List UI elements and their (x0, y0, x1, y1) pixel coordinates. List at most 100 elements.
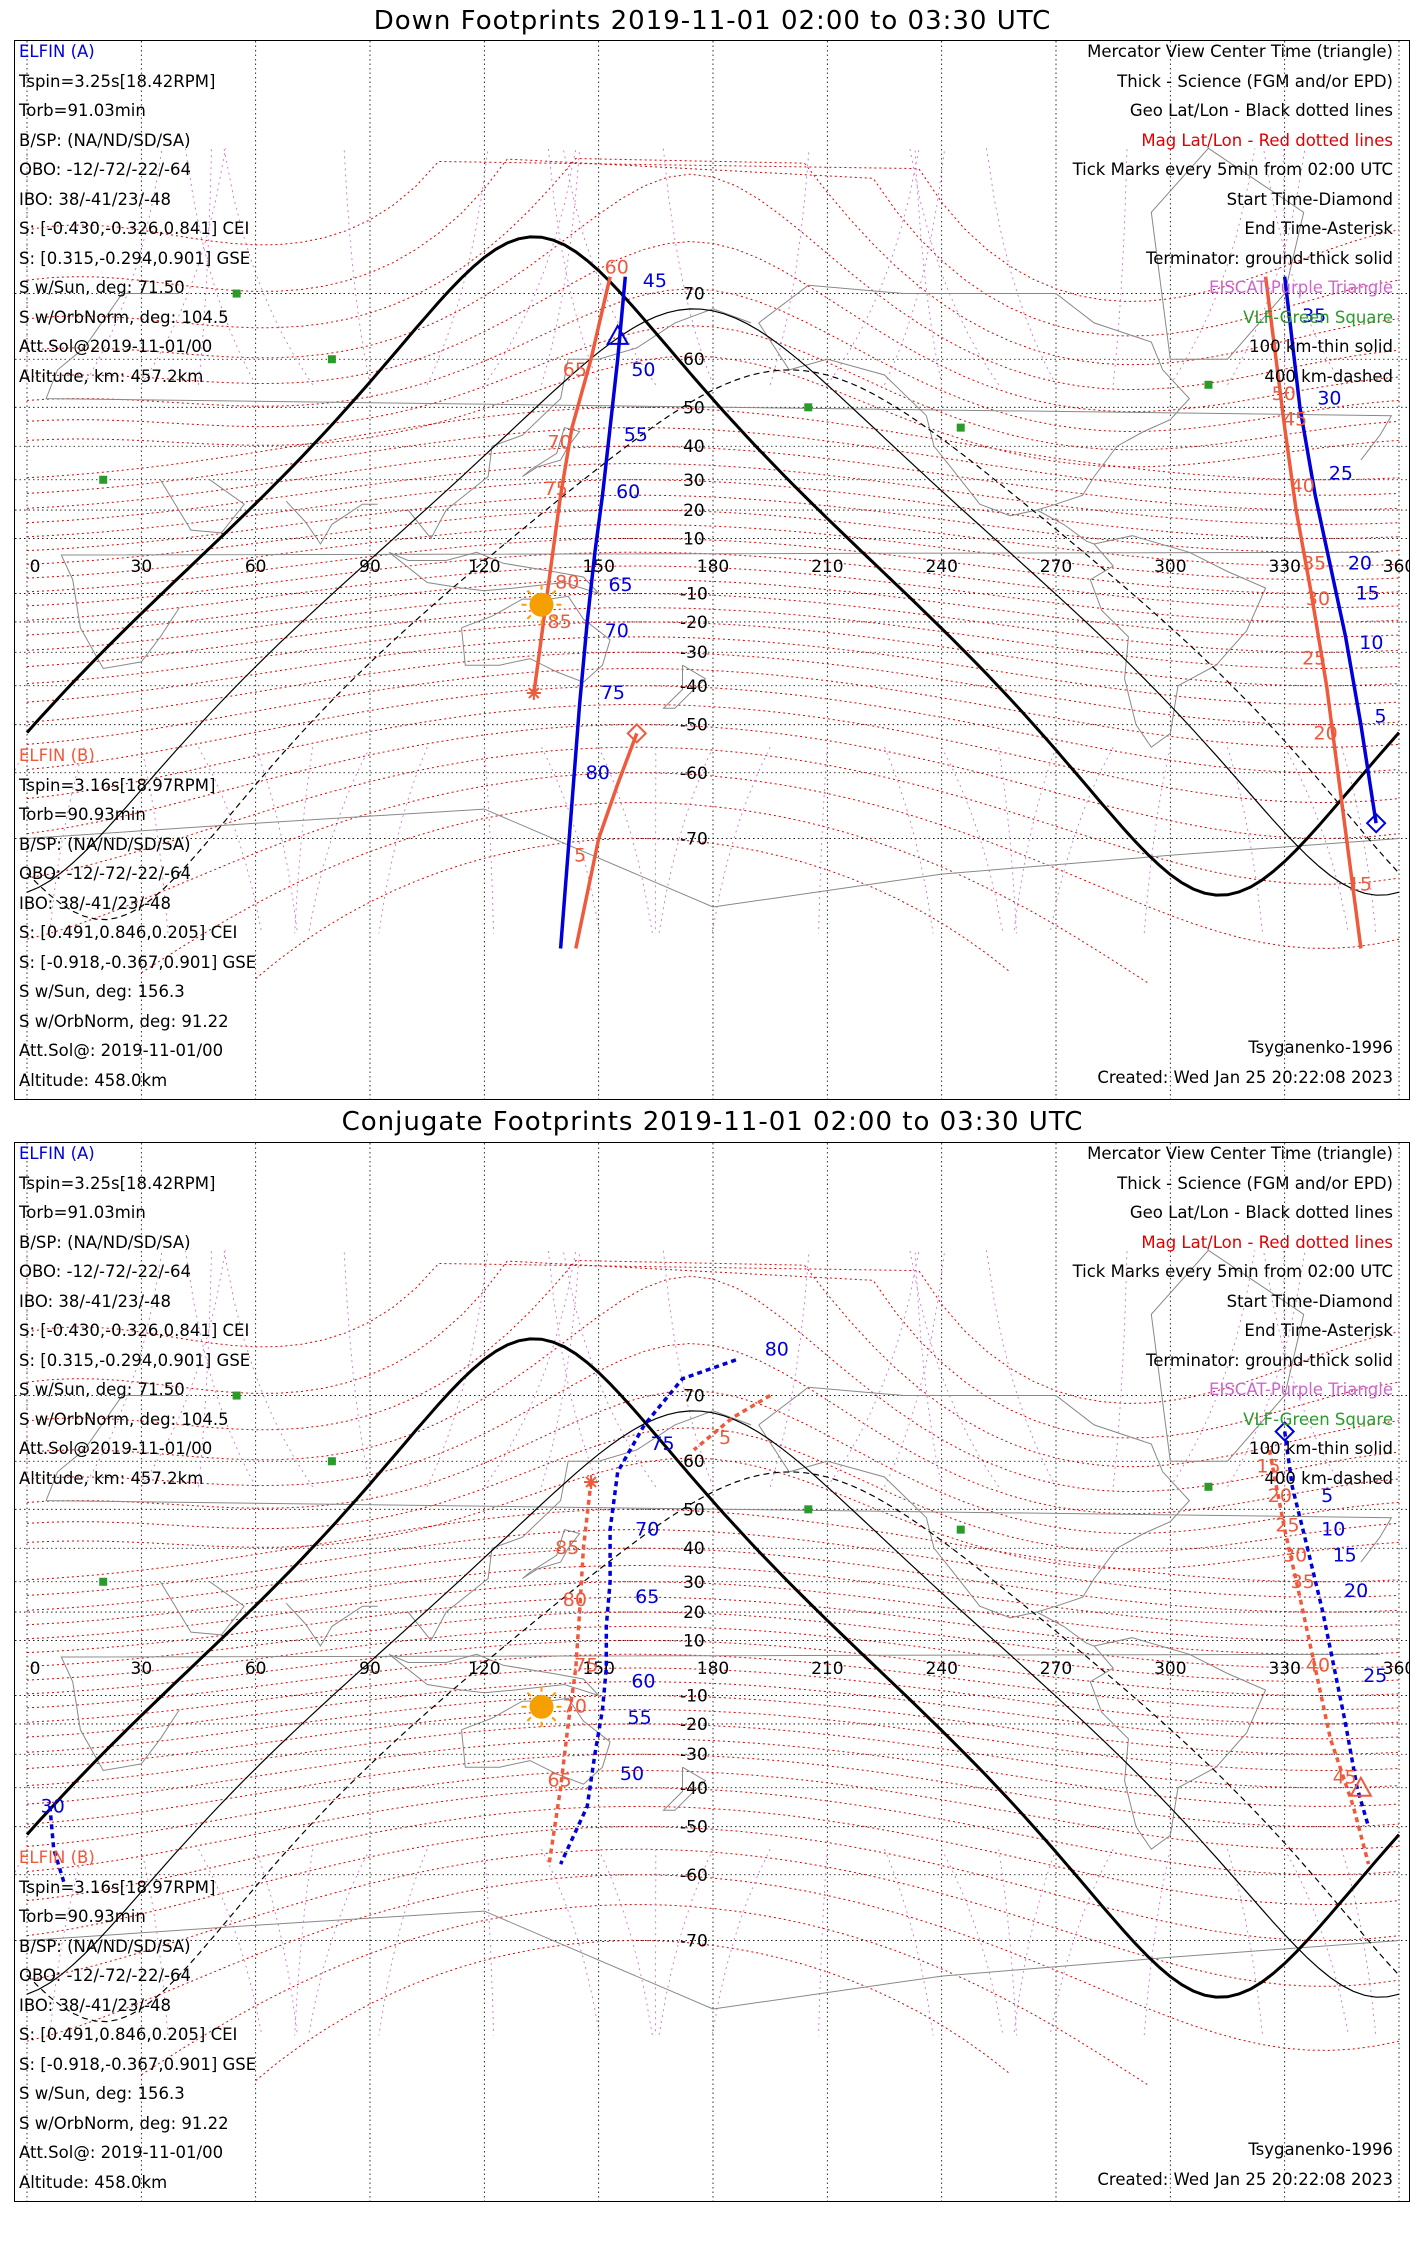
lat-tick-label: 70 (683, 285, 705, 305)
vlf-square-icon (804, 1505, 813, 1514)
mag-lat-curve (26, 1427, 1400, 1553)
mag-lat-lines (26, 157, 1400, 984)
coastline (522, 426, 581, 478)
mag-meridian (941, 747, 1004, 934)
track-tick-label: 85 (548, 611, 572, 633)
panel-title-down: Down Footprints 2019-11-01 02:00 to 03:3… (373, 6, 1052, 36)
coastline (60, 551, 1380, 670)
created-timestamp: Created: Wed Jan 25 20:22:08 2023 (1097, 2170, 1393, 2189)
coastline (159, 479, 245, 534)
end-time-asterisk-icon (584, 1474, 599, 1489)
vlf-square-icon (327, 355, 336, 364)
lat-tick-label: -70 (680, 829, 708, 849)
legend-entry: 400 km-dashed (1264, 1468, 1393, 1488)
lat-tick-label: -70 (680, 1931, 708, 1951)
track-tick-label: 55 (624, 424, 648, 446)
info-line: Torb=91.03min (19, 1203, 146, 1222)
lat-tick-label: 50 (683, 398, 705, 418)
info-line: B/SP: (NA/ND/SD/SA) (19, 1232, 191, 1252)
mag-meridian (1227, 747, 1263, 934)
track-tick-label: 30 (41, 1795, 65, 1817)
lon-tick-label: 210 (811, 557, 843, 577)
subsolar-sun-icon (521, 1686, 562, 1727)
info-line: IBO: 38/-41/23/-48 (19, 1995, 171, 2015)
satellite-tracks: 80 75 70 65 60 55 50 5 10 15 20 25 30 85 80 75 70 65 5 15 20… (41, 1339, 1387, 1887)
track-tick-label: 5 (1321, 1485, 1333, 1507)
coastline (285, 500, 378, 545)
track-tick-label: 65 (563, 359, 587, 381)
legend-entry: EISCAT-Purple Triangle (1209, 1380, 1393, 1399)
track-tick-label: 70 (563, 1696, 587, 1718)
mag-meridian (308, 747, 371, 934)
track-elfin-b (574, 732, 639, 949)
sun-disc (529, 1694, 554, 1719)
track-tick-label: 65 (608, 574, 632, 596)
lon-tick-label: 30 (131, 1659, 153, 1679)
info-line: Att.Sol@2019-11-01/00 (19, 337, 213, 356)
mag-meridian (483, 1849, 494, 2036)
mag-lat-curve (26, 288, 1400, 433)
coastline (60, 1653, 1380, 1772)
sun-ray (526, 1716, 532, 1722)
track-tick-label: 45 (1283, 409, 1307, 431)
info-line: S w/Sun, deg: 156.3 (19, 2084, 185, 2103)
mag-meridian (1013, 747, 1057, 934)
mag-meridian (255, 747, 298, 934)
mag-meridian (598, 747, 653, 934)
coastline (662, 1766, 707, 1811)
track-tick-label: 60 (605, 257, 629, 279)
mag-lat-curve (26, 240, 1400, 413)
coastline (407, 308, 752, 540)
mag-meridian (140, 747, 169, 934)
lon-tick-label: 270 (1040, 1659, 1072, 1679)
legend-entry: 100 km-thin solid (1249, 1439, 1393, 1458)
mag-meridian (941, 1849, 1004, 2036)
mag-meridian (1143, 747, 1171, 934)
coastline (388, 1653, 601, 1697)
mag-meridian (818, 1849, 828, 2036)
lat-tick-label: 50 (683, 1500, 705, 1520)
legend-entry: 100 km-thin solid (1249, 337, 1393, 356)
track-tick-label: 80 (563, 1589, 587, 1611)
mag-lat-curve (26, 1342, 1400, 1515)
coastline (1150, 147, 1305, 360)
info-line: IBO: 38/-41/23/-48 (19, 1291, 171, 1311)
mag-meridian (294, 747, 314, 934)
legend-entry: EISCAT-Purple Triangle (1209, 278, 1393, 297)
mag-meridian (378, 747, 428, 934)
mag-meridian (378, 1849, 428, 2036)
coastline (1036, 1611, 1095, 1647)
info-line: Altitude: 458.0km (19, 1070, 168, 1090)
track-tick-label: 75 (601, 682, 625, 704)
mag-lat-curve (26, 621, 1400, 687)
track-tick-label: 50 (1272, 383, 1296, 405)
sun-ray (551, 1691, 557, 1697)
coastline (1089, 1637, 1267, 1850)
legend-entry: Terminator: ground-thick solid (1145, 248, 1393, 268)
lon-tick-label: 360 (1383, 1659, 1410, 1679)
mag-meridian (185, 1250, 257, 1487)
mag-lon-lines (15, 1250, 1377, 2036)
vlf-square-icon (99, 1577, 108, 1586)
lat-tick-label: -50 (680, 716, 708, 736)
legend-entry: VLF-Green Square (1243, 307, 1393, 327)
track-tick-label: 35 (1302, 305, 1326, 327)
mag-meridian (185, 148, 257, 385)
info-line: S: [0.315,-0.294,0.901] GSE (19, 1350, 251, 1370)
mag-meridian (998, 1849, 1017, 2036)
mag-meridian (294, 1849, 314, 2036)
coastline (45, 293, 1393, 461)
track-elfin-a (1282, 276, 1378, 824)
lat-tick-label: 70 (683, 1387, 705, 1407)
mag-meridian (884, 148, 946, 385)
mag-meridian (483, 148, 577, 386)
lon-tick-label: 120 (468, 1659, 500, 1679)
info-line: Tspin=3.25s[18.42RPM] (19, 1173, 216, 1193)
legend-entry: VLF-Green Square (1243, 1409, 1393, 1429)
vlf-square-icon (956, 423, 965, 432)
track-tick-label: 30 (1283, 1544, 1307, 1566)
elfin-a-label: ELFIN (A) (19, 1144, 95, 1163)
coastline (662, 664, 707, 709)
coastline (285, 1602, 378, 1647)
end-time-asterisk-icon (526, 686, 541, 701)
